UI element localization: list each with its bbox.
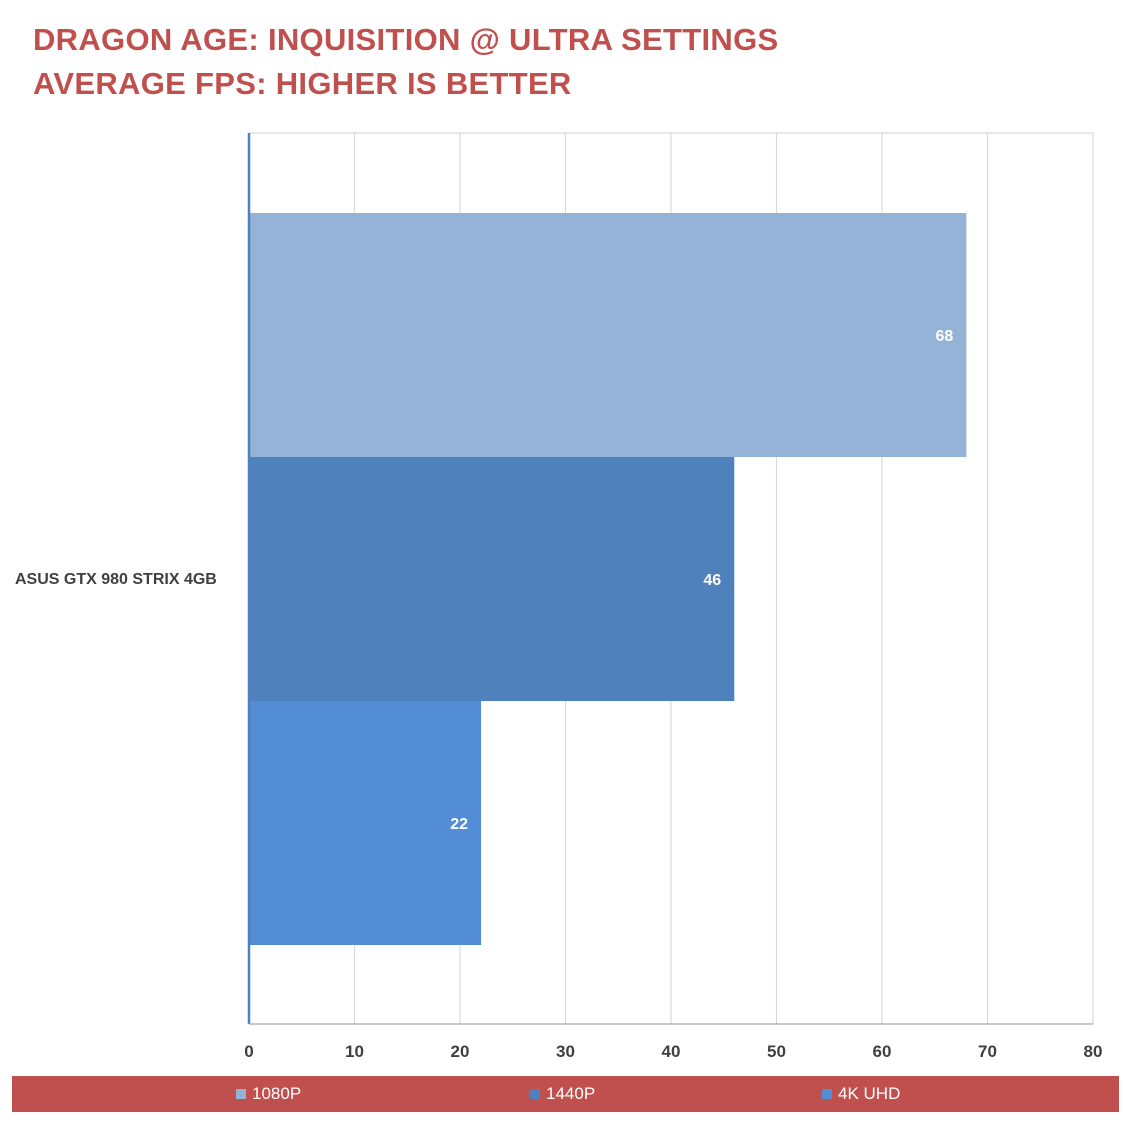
- chart-subtitle: AVERAGE FPS: HIGHER IS BETTER: [33, 66, 572, 101]
- legend: 1080P 1440P 4K UHD: [12, 1076, 1119, 1112]
- x-tick-label-50: 50: [767, 1042, 786, 1061]
- legend-item-1440p: 1440P: [530, 1076, 595, 1112]
- chart-title: DRAGON AGE: INQUISITION @ ULTRA SETTINGS: [33, 22, 779, 57]
- bar-1440p: [249, 457, 735, 701]
- legend-swatch-4k-uhd: [822, 1089, 832, 1099]
- legend-label-1440p: 1440P: [546, 1084, 596, 1103]
- legend-item-1080p: 1080P: [236, 1076, 301, 1112]
- bar-4k-uhd: [249, 701, 482, 945]
- bar-1080p: [249, 213, 967, 457]
- legend-label-1080p: 1080P: [252, 1084, 302, 1103]
- legend-swatch-1080p: [236, 1089, 246, 1099]
- data-label-1080p: 68: [936, 328, 954, 345]
- x-tick-label-0: 0: [244, 1042, 253, 1061]
- x-tick-label-70: 70: [978, 1042, 997, 1061]
- x-tick-label-10: 10: [345, 1042, 364, 1061]
- legend-label-4k-uhd: 4K UHD: [838, 1084, 901, 1103]
- x-tick-label-80: 80: [1084, 1042, 1103, 1061]
- data-label-4k-uhd: 22: [450, 816, 468, 833]
- x-tick-label-20: 20: [451, 1042, 470, 1061]
- legend-item-4k-uhd: 4K UHD: [822, 1076, 900, 1112]
- legend-swatch-1440p: [530, 1089, 540, 1099]
- x-tick-label-30: 30: [556, 1042, 575, 1061]
- x-tick-label-40: 40: [662, 1042, 681, 1061]
- data-label-1440p: 46: [703, 572, 721, 589]
- category-label: ASUS GTX 980 STRIX 4GB: [15, 571, 217, 588]
- x-tick-label-60: 60: [873, 1042, 892, 1061]
